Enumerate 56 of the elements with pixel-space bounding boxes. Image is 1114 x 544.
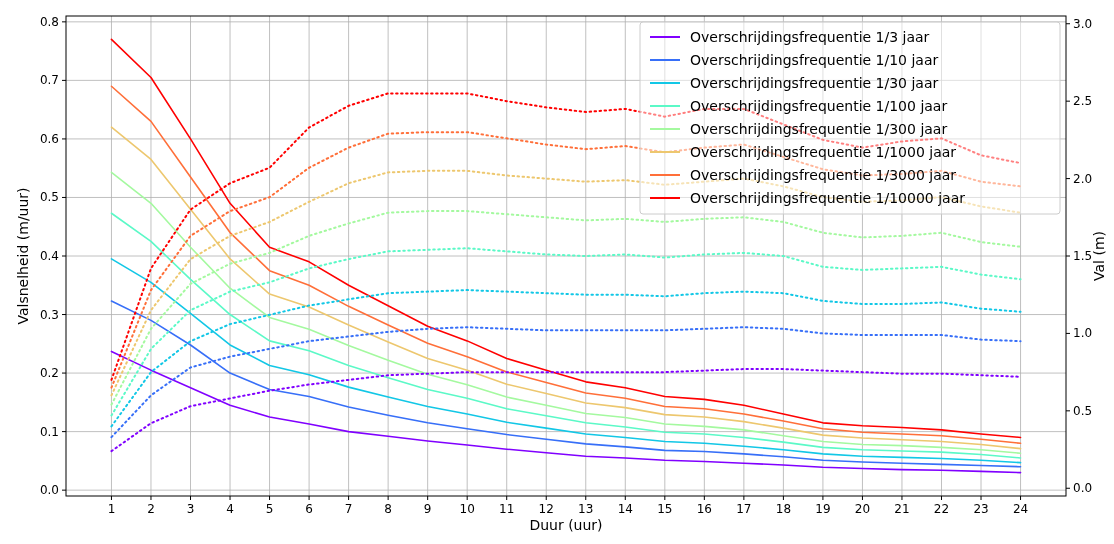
x-tick-label: 22 bbox=[933, 502, 950, 516]
y2-tick-label: 1.0 bbox=[1073, 326, 1093, 341]
y2-tick-label: 2.5 bbox=[1073, 94, 1093, 109]
y2-tick-label: 0.5 bbox=[1073, 403, 1093, 418]
x-tick-label: 21 bbox=[894, 502, 910, 516]
y2-tick-label: 1.5 bbox=[1073, 249, 1093, 263]
x-tick-label: 19 bbox=[815, 502, 831, 516]
x-tick-label: 3 bbox=[186, 502, 195, 516]
x-tick-label: 17 bbox=[736, 502, 752, 516]
x-tick-label: 16 bbox=[696, 502, 712, 516]
x-tick-label: 20 bbox=[854, 502, 871, 516]
x-tick-label: 4 bbox=[226, 502, 234, 516]
x-tick-label: 10 bbox=[459, 502, 475, 516]
x-axis-title: Duur (uur) bbox=[529, 517, 603, 533]
y-tick-label: 0.2 bbox=[39, 366, 59, 381]
y2-tick-label: 3.0 bbox=[1073, 16, 1093, 31]
x-tick-label: 13 bbox=[578, 502, 594, 516]
line-series bbox=[110, 300, 1022, 468]
y-tick-label: 0.8 bbox=[39, 14, 59, 29]
x-tick-label: 24 bbox=[1012, 502, 1029, 516]
y2-tick-label: 2.0 bbox=[1073, 171, 1093, 186]
y2-axis-title: Val (m) bbox=[1091, 231, 1107, 281]
legend-label: Overschrijdingsfrequentie 1/3 jaar bbox=[690, 29, 930, 45]
line-series bbox=[110, 171, 1022, 455]
legend-label: Overschrijdingsfrequentie 1/300 jaar bbox=[690, 121, 948, 137]
line-series bbox=[110, 350, 1022, 474]
x-tick-label: 18 bbox=[775, 502, 792, 516]
x-tick-label: 7 bbox=[344, 502, 353, 516]
y-tick-label: 0.1 bbox=[39, 424, 59, 439]
x-tick-label: 15 bbox=[657, 502, 673, 516]
legend-label: Overschrijdingsfrequentie 1/100 jaar bbox=[690, 98, 948, 114]
x-tick-label: 8 bbox=[384, 502, 392, 516]
legend-label: Overschrijdingsfrequentie 1/10 jaar bbox=[690, 52, 939, 68]
y-tick-label: 0.3 bbox=[39, 307, 59, 322]
legend-label: Overschrijdingsfrequentie 1/1000 jaar bbox=[690, 144, 957, 160]
x-tick-label: 23 bbox=[973, 502, 989, 516]
y-tick-label: 0.4 bbox=[39, 249, 59, 263]
y-axis-title: Valsnelheid (m/uur) bbox=[15, 187, 31, 325]
legend-label: Overschrijdingsfrequentie 1/3000 jaar bbox=[690, 167, 957, 183]
x-tick-label: 2 bbox=[147, 502, 155, 516]
x-tick-label: 14 bbox=[617, 502, 633, 516]
x-tick-label: 6 bbox=[305, 502, 313, 516]
x-tick-label: 9 bbox=[423, 502, 432, 516]
line-series bbox=[110, 258, 1022, 464]
x-tick-label: 12 bbox=[538, 502, 554, 516]
y-tick-label: 0.5 bbox=[39, 190, 59, 205]
x-tick-label: 11 bbox=[499, 502, 515, 516]
x-tick-label: 1 bbox=[107, 502, 116, 516]
y2-tick-label: 0.0 bbox=[1073, 481, 1093, 496]
x-tick-label: 5 bbox=[265, 502, 274, 516]
y-tick-label: 0.0 bbox=[39, 483, 59, 498]
line-series bbox=[110, 212, 1022, 459]
legend-label: Overschrijdingsfrequentie 1/10000 jaar bbox=[690, 190, 966, 206]
legend-label: Overschrijdingsfrequentie 1/30 jaar bbox=[690, 75, 939, 91]
y-tick-label: 0.6 bbox=[39, 131, 59, 146]
y-tick-label: 0.7 bbox=[39, 73, 59, 88]
